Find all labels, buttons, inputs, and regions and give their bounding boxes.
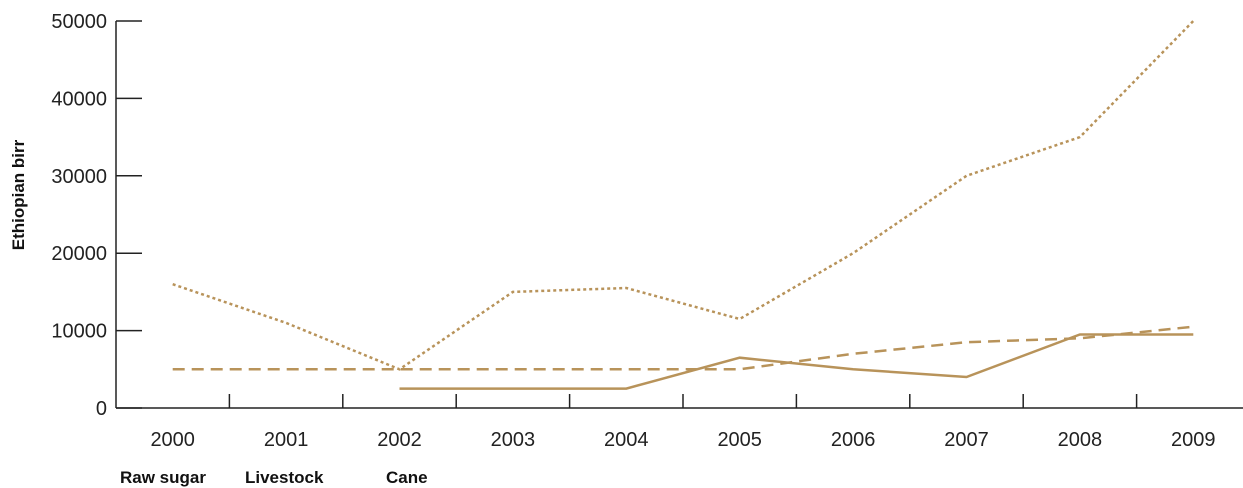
x-tick-label: 2009: [1171, 429, 1216, 451]
x-tick-label: 2003: [491, 429, 536, 451]
x-tick-label: 2008: [1058, 429, 1103, 451]
y-tick-label: 30000: [51, 166, 107, 188]
y-tick-label: 20000: [51, 243, 107, 265]
legend-label-livestock: Livestock: [245, 468, 324, 487]
y-axis-title: Ethiopian birr: [9, 139, 28, 250]
x-tick-label: 2005: [717, 429, 762, 451]
x-ticks: 2000 2001 2002 2003 2004 2005 2006 2007 2008 2009: [150, 394, 1216, 451]
x-tick-label: 2007: [944, 429, 989, 451]
y-ticks: 0 10000 20000 30000 40000 50000: [51, 11, 142, 420]
y-tick-label: 0: [96, 398, 107, 420]
series-line-raw-sugar: [172, 20, 1195, 371]
series-line-livestock: [172, 325, 1194, 371]
y-tick-label: 10000: [51, 321, 107, 343]
x-tick-label: 2001: [264, 429, 309, 451]
series-line-cane: [399, 333, 1194, 390]
x-tick-label: 2000: [150, 429, 195, 451]
legend-label-cane: Cane: [386, 468, 428, 487]
x-tick-label: 2006: [831, 429, 876, 451]
x-tick-label: 2002: [377, 429, 422, 451]
legend: Raw sugar Livestock Cane: [120, 468, 428, 487]
series-group: [172, 20, 1195, 390]
legend-label-raw-sugar: Raw sugar: [120, 468, 206, 487]
x-tick-label: 2004: [604, 429, 649, 451]
y-tick-label: 40000: [51, 88, 107, 110]
y-tick-label: 50000: [51, 11, 107, 33]
